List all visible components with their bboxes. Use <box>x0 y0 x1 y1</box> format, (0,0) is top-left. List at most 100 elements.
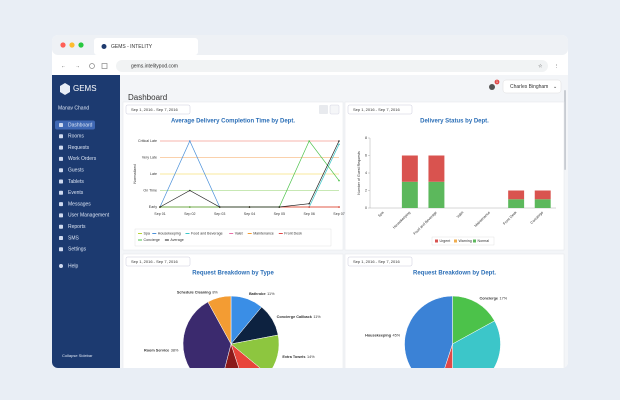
slice-value: 17% <box>500 296 508 300</box>
legend-label: Urgent <box>440 239 451 243</box>
bar <box>508 199 525 208</box>
date-picker[interactable] <box>125 104 191 115</box>
x-tick-label: Sep 02 <box>184 212 195 216</box>
nav-icon <box>59 236 63 240</box>
sidebar-group: GEMS Manav Chand Dashboard Rooms Requests Wor… <box>55 83 110 358</box>
nav-item[interactable]: Reports <box>68 224 86 230</box>
nav-item[interactable]: Events <box>68 190 84 196</box>
nav-item[interactable]: Dashboard <box>68 122 93 128</box>
point <box>189 189 191 192</box>
slice-name: Bathrobe <box>249 292 266 296</box>
pie-slice <box>452 320 501 368</box>
date-picker[interactable] <box>347 256 413 267</box>
nav-icon <box>59 190 63 195</box>
nav-icon <box>59 145 63 150</box>
tab-title: GEMS - INTELITY <box>111 44 153 50</box>
x-tick-label: Sep 04 <box>244 212 255 216</box>
bookmark[interactable]: ☆ <box>538 63 543 69</box>
nav-icon <box>59 156 63 161</box>
point <box>338 179 340 182</box>
pie-slice <box>182 301 232 368</box>
logo: GEMS <box>73 84 97 93</box>
collapse[interactable]: Collapse Sidebar <box>62 353 93 358</box>
sidebar-user: Manav Chand <box>58 105 89 111</box>
y-tick-label: Early <box>149 205 157 209</box>
maximize-button[interactable] <box>78 42 84 48</box>
nav-item[interactable]: User Management <box>68 213 110 219</box>
nav-item[interactable]: Tablets <box>68 179 84 185</box>
zoom-button[interactable] <box>319 105 328 114</box>
point <box>308 202 310 205</box>
nav-item[interactable]: Rooms <box>68 134 84 140</box>
pie-slice <box>218 343 247 368</box>
legend-label: Warning <box>459 239 472 243</box>
active-item <box>55 120 95 130</box>
help-icon <box>59 264 63 268</box>
legend-label: Normal <box>478 239 490 243</box>
pie-slice <box>230 343 269 368</box>
nav-icon <box>59 224 63 229</box>
home[interactable] <box>101 63 108 69</box>
nav-item[interactable]: SMS <box>68 235 80 241</box>
user-menu[interactable] <box>502 79 562 94</box>
settings-button[interactable] <box>329 104 340 115</box>
close-button[interactable] <box>60 42 66 48</box>
user-name: Charles Bingham <box>510 84 548 90</box>
legend-label: Average <box>170 238 183 242</box>
slice-label: Housekeeping 45% <box>365 334 401 338</box>
date-picker[interactable] <box>347 104 413 115</box>
point <box>338 206 340 208</box>
legend-label: Maintenance <box>253 231 274 235</box>
point <box>338 143 340 146</box>
nav-item[interactable]: Settings <box>68 247 87 253</box>
date-range: Sep 1, 2016 - Sep 7, 2016 <box>353 259 400 264</box>
nav-item[interactable]: Requests <box>68 145 90 151</box>
tab[interactable] <box>94 38 198 55</box>
point <box>338 140 340 142</box>
legend-box <box>431 236 495 246</box>
address-bar[interactable] <box>116 60 548 72</box>
date-picker[interactable] <box>125 256 191 267</box>
y-tick-label: 6 <box>365 153 367 157</box>
reload[interactable] <box>89 63 95 69</box>
url: gems.intelitypod.com <box>131 63 178 69</box>
panels: Sep 1, 2016 - Sep 7, 2016 Average Deliver… <box>122 101 565 373</box>
point <box>278 206 281 208</box>
nav-item[interactable]: Work Orders <box>68 156 97 162</box>
menu[interactable]: ⋮ <box>554 63 559 69</box>
point <box>218 206 221 208</box>
chart-title: Average Delivery Completion Time by Dept… <box>171 119 295 125</box>
bar <box>401 181 418 208</box>
x-tick-label: Sep 05 <box>274 212 285 216</box>
pie-slice <box>452 295 495 345</box>
bar <box>401 155 418 182</box>
slice-label: Extra Towels 14% <box>282 355 315 359</box>
y-tick-label: 0 <box>365 206 367 210</box>
page-title: Dashboard <box>128 93 167 102</box>
legend-swatch <box>473 239 476 243</box>
help[interactable]: Help <box>68 263 79 269</box>
bell[interactable] <box>489 84 495 90</box>
point <box>308 206 310 208</box>
x-tick-label: Sep 03 <box>214 212 225 216</box>
slice-label: Concierge 17% <box>479 296 507 300</box>
y-tick-label: 2 <box>365 188 367 192</box>
bar <box>428 181 445 208</box>
badge <box>494 79 500 85</box>
nav-item[interactable]: Messages <box>68 201 91 207</box>
slice-label: Schedule Cleaning 8% <box>177 291 219 295</box>
notification-count: 1 <box>496 80 498 84</box>
nav-item[interactable]: Guests <box>68 168 84 174</box>
nav-forward[interactable]: → <box>75 63 80 69</box>
minimize-button[interactable] <box>69 42 75 48</box>
point <box>159 206 161 208</box>
x-tick-label: Sep 06 <box>303 212 314 216</box>
slice-value: 33% <box>535 369 543 373</box>
x-tick-label: Valet <box>456 211 464 219</box>
scrollbar[interactable] <box>564 90 566 170</box>
nav-icon <box>59 123 63 127</box>
slice-name: Concierge Callback <box>277 315 313 319</box>
slice-value: 11% <box>313 315 321 319</box>
nav-back[interactable]: ← <box>61 63 66 69</box>
chart-title: Delivery Status by Dept. <box>420 119 489 125</box>
